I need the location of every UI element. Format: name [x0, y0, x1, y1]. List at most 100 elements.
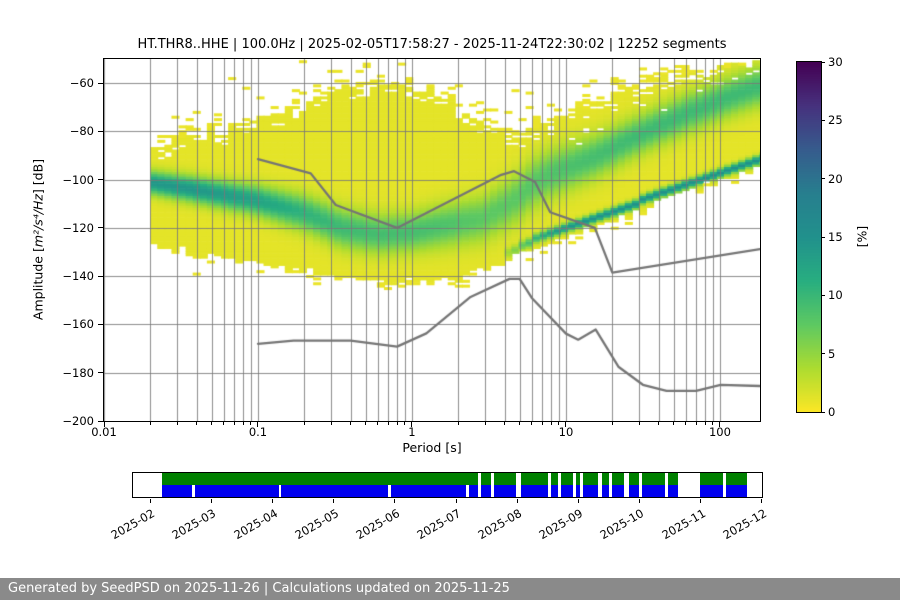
availability-gap [516, 473, 522, 497]
x-minor-tick-mark [658, 422, 660, 425]
x-minor-tick-mark [330, 422, 332, 425]
availability-tick-mark [272, 499, 274, 503]
month-label-text: 2025-03 [169, 506, 219, 543]
x-minor-tick-mark [673, 422, 675, 425]
y-tick-label: −120 [62, 220, 94, 235]
x-minor-tick-mark [250, 422, 252, 425]
availability-data-gap [192, 485, 195, 497]
colorbar-tick-label: 15 [828, 230, 843, 244]
colorbar-tick-mark [821, 236, 825, 238]
y-tick-mark [98, 420, 103, 422]
y-axis-label-units: m²/s⁴/Hz [30, 194, 46, 248]
y-tick-mark [98, 82, 103, 84]
y-tick-mark [98, 130, 103, 132]
availability-tick-mark [149, 499, 151, 503]
x-minor-tick-mark [350, 422, 352, 425]
availability-tick-mark [639, 499, 641, 503]
month-label-text: 2025-02 [108, 506, 158, 543]
x-axis-label: Period [s] [402, 440, 462, 455]
x-tick-label: 0.1 [248, 425, 268, 439]
x-minor-tick-mark [404, 422, 406, 425]
x-minor-tick-mark [223, 422, 225, 425]
availability-gap [624, 473, 629, 497]
plot-title: HT.THR8..HHE | 100.0Hz | 2025-02-05T17:5… [137, 37, 727, 52]
availability-tick-mark [761, 499, 763, 503]
colorbar-tick-label: 30 [828, 55, 843, 69]
colorbar-tick-mark [821, 294, 825, 296]
month-label-text: 2025-10 [597, 506, 647, 543]
x-minor-tick-mark [504, 422, 506, 425]
availability-gap [490, 473, 495, 497]
y-tick-mark [98, 372, 103, 374]
availability-data-strip [161, 485, 747, 497]
x-tick-mark [565, 422, 567, 427]
y-tick-mark [98, 179, 103, 181]
availability-data-gap [388, 485, 391, 497]
availability-gap [548, 473, 551, 497]
y-tick-label: −80 [69, 124, 94, 139]
y-tick-mark [98, 275, 103, 277]
colorbar-tick-label: 10 [828, 288, 843, 303]
colorbar-tick-label: 0 [828, 405, 836, 419]
x-minor-tick-mark [211, 422, 213, 425]
month-label-text: 2025-12 [720, 506, 769, 543]
colorbar-frame [796, 61, 822, 413]
month-label-text: 2025-05 [292, 506, 341, 543]
colorbar-gradient [797, 62, 821, 412]
y-tick-mark [98, 227, 103, 229]
availability-tick-mark [577, 499, 579, 503]
month-label-text: 2025-09 [536, 506, 586, 543]
x-minor-tick-mark [149, 422, 151, 425]
availability-gap [678, 473, 701, 497]
x-minor-tick-mark [712, 422, 714, 425]
x-minor-tick-mark [233, 422, 235, 425]
availability-gap [723, 473, 727, 497]
y-tick-label: −60 [69, 76, 94, 91]
colorbar-tick-label: 20 [828, 171, 843, 186]
colorbar-tick-mark [821, 353, 825, 355]
y-tick-label: −140 [62, 269, 94, 284]
availability-data-gap [466, 485, 469, 497]
colorbar-tick-label: 5 [828, 346, 836, 361]
availability-tick-mark [516, 499, 518, 503]
month-label-text: 2025-08 [475, 506, 525, 543]
x-tick-label: 10 [558, 425, 574, 439]
x-tick-mark [719, 422, 721, 427]
availability-data-gap [278, 485, 282, 497]
x-minor-tick-mark [695, 422, 697, 425]
y-tick-label: −180 [62, 365, 94, 380]
y-axis-label: Amplitude [m²/s⁴/Hz] [dB] [31, 90, 46, 390]
availability-gap [639, 473, 642, 497]
availability-tick-mark [211, 499, 213, 503]
y-tick-mark [98, 323, 103, 325]
x-minor-tick-mark [365, 422, 367, 425]
y-tick-label: −200 [62, 414, 94, 428]
colorbar-tick-mark [821, 178, 825, 180]
colorbar-label: [%] [854, 225, 870, 248]
colorbar-tick-label: 25 [828, 113, 843, 128]
x-minor-tick-mark [550, 422, 552, 425]
availability-tick-mark [455, 499, 457, 503]
x-minor-tick-mark [531, 422, 533, 425]
x-minor-tick-mark [519, 422, 521, 425]
availability-gap [664, 473, 669, 497]
x-minor-tick-mark [704, 422, 706, 425]
availability-tick-mark [394, 499, 396, 503]
x-minor-tick-mark [541, 422, 543, 425]
footer-bar: Generated by SeedPSD on 2025-11-26 | Cal… [0, 578, 900, 600]
availability-gap [598, 473, 603, 497]
ppsd-heatmap-canvas [104, 59, 760, 421]
footer-text: Generated by SeedPSD on 2025-11-26 | Cal… [8, 581, 510, 596]
availability-psd-strip [161, 473, 747, 485]
colorbar-tick-mark [821, 119, 825, 121]
x-minor-tick-mark [176, 422, 178, 425]
x-minor-tick-mark [611, 422, 613, 425]
colorbar-tick-mark [821, 61, 825, 63]
x-minor-tick-mark [457, 422, 459, 425]
y-tick-label: −160 [62, 317, 94, 332]
y-axis-label-prefix: Amplitude [ [30, 247, 46, 321]
x-minor-tick-mark [558, 422, 560, 425]
x-tick-mark [257, 422, 259, 427]
availability-gap [573, 473, 576, 497]
